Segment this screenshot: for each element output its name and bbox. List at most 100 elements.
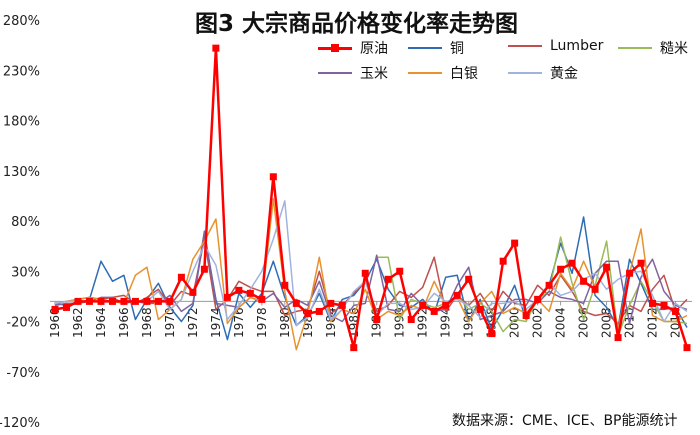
series-point <box>465 275 473 283</box>
x-tick-label: 1976 <box>232 307 246 338</box>
legend-swatch <box>318 43 352 52</box>
legend-label: 糙米 <box>660 41 688 57</box>
series-point <box>292 299 300 307</box>
y-tick-label: -70% <box>6 366 40 381</box>
legend-label: 铜 <box>450 41 464 57</box>
y-tick-label: -20% <box>6 316 40 331</box>
legend-item: 黄金 <box>508 63 578 83</box>
legend-swatch <box>618 47 652 49</box>
x-tick-label: 1980 <box>278 307 292 338</box>
y-tick-label: 280% <box>3 14 40 29</box>
series-line-3 <box>376 236 688 337</box>
series-point <box>338 301 346 309</box>
legend-swatch <box>508 45 542 47</box>
series-point <box>683 344 691 352</box>
legend-label: 黄金 <box>550 66 578 82</box>
series-point <box>131 297 139 305</box>
series-point <box>246 289 254 297</box>
series-line-1 <box>54 216 688 341</box>
y-tick-label: -120% <box>0 416 40 431</box>
x-tick-label: 1968 <box>140 307 154 338</box>
series-layer <box>51 44 691 352</box>
series-line-6 <box>54 200 688 327</box>
series-point <box>258 295 266 303</box>
y-tick-label: 80% <box>11 215 40 230</box>
legend-swatch <box>408 47 442 49</box>
series-point <box>430 307 438 315</box>
y-tick-label: 180% <box>3 115 40 130</box>
series-point <box>637 259 645 267</box>
y-tick-label: 30% <box>11 265 40 280</box>
series-point <box>557 265 565 273</box>
series-point <box>499 257 507 265</box>
series-point <box>453 291 461 299</box>
legend-item: 铜 <box>408 38 464 58</box>
series-point <box>143 297 151 305</box>
series-point <box>580 277 588 285</box>
x-tick-label: 1978 <box>255 307 269 338</box>
series-point <box>108 297 116 305</box>
series-point <box>419 301 427 309</box>
series-point <box>384 275 392 283</box>
chart-title: 图3 大宗商品价格变化率走势图 <box>195 11 519 37</box>
series-point <box>97 297 105 305</box>
series-point <box>568 259 576 267</box>
legend-label: 白银 <box>450 66 478 82</box>
series-point <box>361 269 369 277</box>
legend-label: 玉米 <box>360 66 388 82</box>
source-note: 数据来源：CME、ICE、BP能源统计 <box>452 413 678 429</box>
series-point <box>396 267 404 275</box>
series-point <box>522 311 530 319</box>
series-point <box>166 297 174 305</box>
x-tick-label: 1966 <box>117 307 131 338</box>
series-point <box>212 44 220 52</box>
series-point <box>223 293 231 301</box>
series-point <box>626 269 634 277</box>
series-point <box>154 297 162 305</box>
series-point <box>591 285 599 293</box>
series-point <box>350 344 358 352</box>
x-tick-label: 1994 <box>439 307 453 338</box>
legend-swatch <box>318 72 352 74</box>
series-point <box>649 299 657 307</box>
series-point <box>327 299 335 307</box>
y-tick-label: 230% <box>3 64 40 79</box>
x-tick-label: 1974 <box>209 307 223 338</box>
y-tick-label: 130% <box>3 165 40 180</box>
x-tick-label: 2004 <box>554 307 568 338</box>
series-point <box>603 263 611 271</box>
series-point <box>660 301 668 309</box>
legend-item: Lumber <box>508 38 603 54</box>
x-tick-label: 1992 <box>416 307 430 338</box>
x-tick-label: 2002 <box>531 307 545 338</box>
x-tick-label: 2012 <box>646 307 660 338</box>
x-tick-label: 2006 <box>577 307 591 338</box>
legend-swatch <box>508 72 542 74</box>
legend-marker <box>331 43 339 52</box>
series-point <box>62 303 70 311</box>
series-point <box>534 295 542 303</box>
series-point <box>74 297 82 305</box>
series-point <box>373 315 381 323</box>
y-axis: -120% -70% -20% 30% 80% 130% 180% 230% 280% <box>0 14 40 431</box>
series-point <box>51 305 59 313</box>
series-point <box>672 307 680 315</box>
series-point <box>177 273 185 281</box>
series-point <box>281 281 289 289</box>
x-tick-label: 2008 <box>600 307 614 338</box>
series-point <box>235 286 243 294</box>
x-tick-label: 1960 <box>48 307 62 338</box>
legend-label: Lumber <box>550 38 604 54</box>
series-point <box>488 330 496 338</box>
series-point <box>85 297 93 305</box>
x-tick-label: 1972 <box>186 307 200 338</box>
x-tick-label: 1964 <box>94 307 108 338</box>
series-point <box>200 265 208 273</box>
legend-item: 糙米 <box>618 38 688 58</box>
legend-label: 原油 <box>360 41 388 57</box>
legend-item: 原油 <box>318 38 388 58</box>
series-point <box>315 307 323 315</box>
series-point <box>614 334 622 342</box>
legend-item: 白银 <box>408 63 478 83</box>
